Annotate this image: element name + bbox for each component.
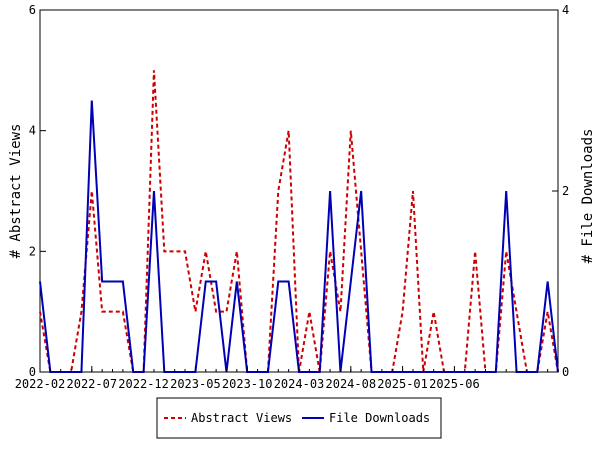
y-left-tick-label: 6 bbox=[29, 3, 36, 17]
x-tick-label: 2022-07 bbox=[67, 377, 118, 391]
y-left-tick-label: 0 bbox=[29, 365, 36, 379]
y-left-tick-label: 2 bbox=[29, 244, 36, 258]
legend-label-file-downloads: File Downloads bbox=[329, 411, 430, 425]
x-tick-label: 2024-03 bbox=[274, 377, 325, 391]
legend-label-abstract-views: Abstract Views bbox=[191, 411, 292, 425]
legend: Abstract Views File Downloads bbox=[156, 397, 442, 439]
y-left-axis-title: # Abstract Views bbox=[8, 124, 24, 259]
x-tick-label: 2023-10 bbox=[222, 377, 273, 391]
legend-box bbox=[156, 397, 442, 439]
y-right-axis-title: # File Downloads bbox=[580, 129, 596, 264]
x-tick-label: 2025-06 bbox=[429, 377, 480, 391]
x-tick-label: 2025-01 bbox=[377, 377, 428, 391]
ticks-layer: 0 2 4 6 0 2 4 2022-02 2022-07 2022-12 2023-05 2023-… bbox=[15, 3, 570, 391]
series-line-file-downloads bbox=[39, 100, 559, 373]
series-line-abstract-views bbox=[39, 70, 559, 373]
marks-layer bbox=[39, 70, 559, 373]
x-tick-label: 2024-08 bbox=[326, 377, 377, 391]
x-tick-label: 2022-12 bbox=[118, 377, 169, 391]
y-right-tick-label: 4 bbox=[562, 3, 569, 17]
y-left-tick-label: 4 bbox=[29, 124, 36, 138]
x-tick-label: 2022-02 bbox=[15, 377, 66, 391]
y-right-tick-label: 0 bbox=[562, 365, 569, 379]
x-tick-label: 2023-05 bbox=[170, 377, 221, 391]
y-right-tick-label: 2 bbox=[562, 184, 569, 198]
